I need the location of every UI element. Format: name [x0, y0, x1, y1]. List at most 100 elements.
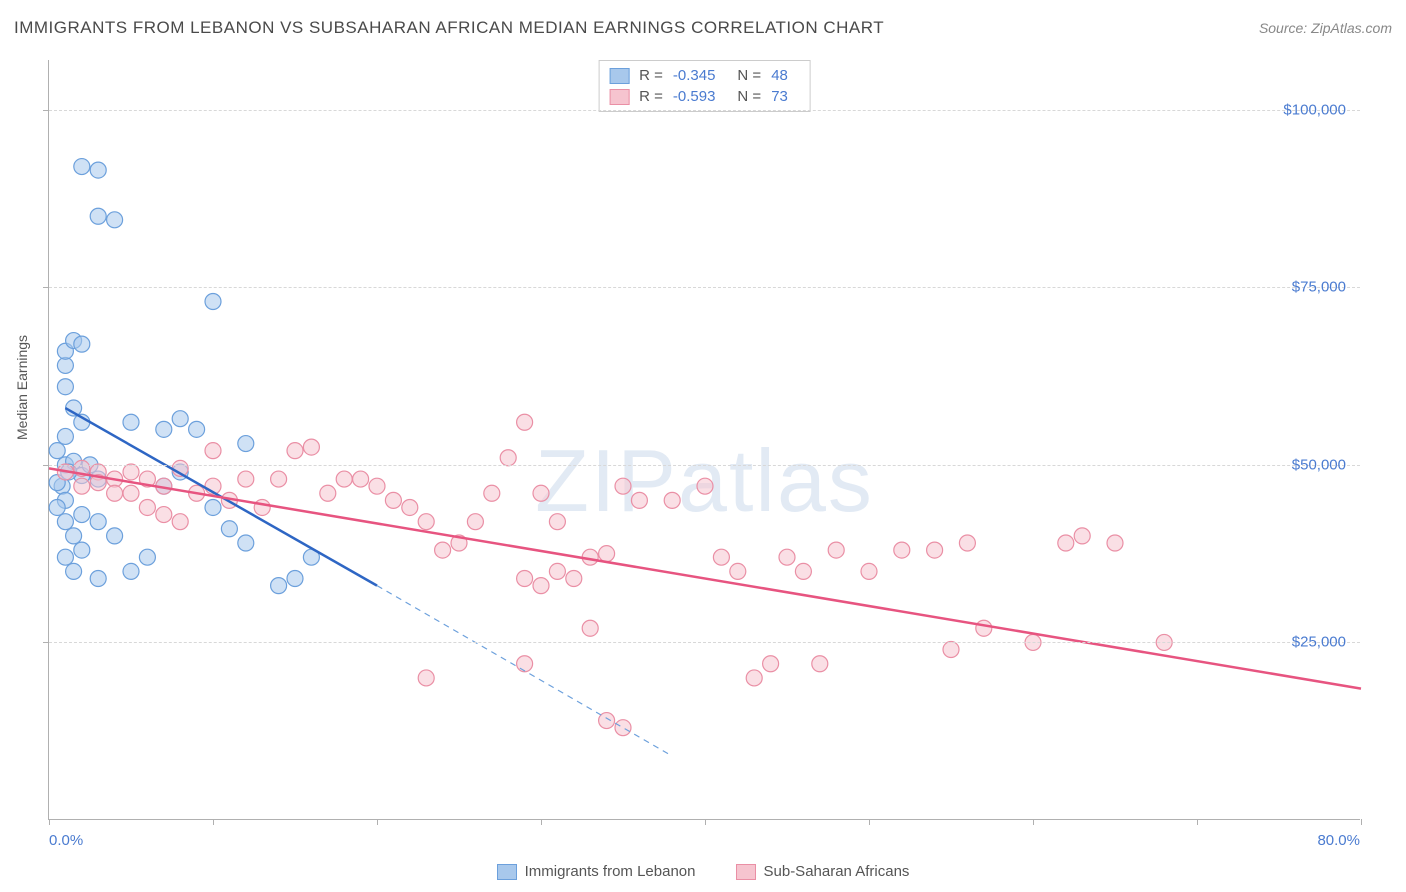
scatter-point-subsaharan	[303, 439, 319, 455]
trend-line-dashed-lebanon	[377, 586, 672, 756]
scatter-point-lebanon	[139, 549, 155, 565]
scatter-point-lebanon	[107, 212, 123, 228]
legend-item-subsaharan: Sub-Saharan Africans	[736, 863, 910, 880]
scatter-point-lebanon	[49, 499, 65, 515]
scatter-point-lebanon	[123, 563, 139, 579]
scatter-point-subsaharan	[927, 542, 943, 558]
scatter-point-lebanon	[57, 549, 73, 565]
stats-row-lebanon: R = -0.345 N = 48	[609, 65, 800, 86]
scatter-point-lebanon	[57, 379, 73, 395]
scatter-point-subsaharan	[615, 478, 631, 494]
scatter-point-lebanon	[66, 528, 82, 544]
y-tick-label: $50,000	[1292, 456, 1346, 473]
scatter-point-lebanon	[90, 208, 106, 224]
scatter-point-subsaharan	[976, 620, 992, 636]
scatter-point-lebanon	[287, 571, 303, 587]
scatter-point-subsaharan	[435, 542, 451, 558]
legend-label-subsaharan: Sub-Saharan Africans	[764, 863, 910, 880]
scatter-point-subsaharan	[533, 578, 549, 594]
scatter-point-subsaharan	[238, 471, 254, 487]
scatter-point-subsaharan	[566, 571, 582, 587]
scatter-point-subsaharan	[369, 478, 385, 494]
scatter-point-subsaharan	[123, 485, 139, 501]
scatter-point-lebanon	[57, 514, 73, 530]
scatter-point-subsaharan	[467, 514, 483, 530]
scatter-point-subsaharan	[861, 563, 877, 579]
x-axis-max-label: 80.0%	[1317, 832, 1360, 849]
scatter-point-subsaharan	[107, 485, 123, 501]
y-tick-label: $75,000	[1292, 279, 1346, 296]
scatter-point-lebanon	[57, 357, 73, 373]
scatter-point-subsaharan	[254, 499, 270, 515]
scatter-point-subsaharan	[172, 514, 188, 530]
scatter-point-subsaharan	[1107, 535, 1123, 551]
scatter-point-subsaharan	[418, 514, 434, 530]
swatch-subsaharan-bottom	[736, 864, 756, 880]
scatter-point-lebanon	[238, 535, 254, 551]
scatter-point-lebanon	[156, 421, 172, 437]
scatter-point-subsaharan	[271, 471, 287, 487]
chart-title: IMMIGRANTS FROM LEBANON VS SUBSAHARAN AF…	[14, 18, 884, 38]
scatter-point-lebanon	[221, 521, 237, 537]
scatter-point-subsaharan	[156, 507, 172, 523]
scatter-point-subsaharan	[943, 642, 959, 658]
scatter-point-subsaharan	[549, 514, 565, 530]
scatter-point-lebanon	[74, 542, 90, 558]
scatter-point-lebanon	[271, 578, 287, 594]
y-axis-label: Median Earnings	[14, 335, 30, 440]
swatch-lebanon	[609, 68, 629, 84]
scatter-point-subsaharan	[812, 656, 828, 672]
scatter-point-subsaharan	[336, 471, 352, 487]
scatter-point-subsaharan	[582, 620, 598, 636]
legend-label-lebanon: Immigrants from Lebanon	[525, 863, 696, 880]
scatter-point-lebanon	[205, 293, 221, 309]
stats-row-subsaharan: R = -0.593 N = 73	[609, 86, 800, 107]
y-tick-label: $100,000	[1283, 101, 1346, 118]
scatter-point-subsaharan	[205, 443, 221, 459]
scatter-point-subsaharan	[713, 549, 729, 565]
scatter-point-lebanon	[107, 528, 123, 544]
scatter-point-subsaharan	[795, 563, 811, 579]
source-label: Source: ZipAtlas.com	[1259, 20, 1392, 36]
scatter-point-lebanon	[123, 414, 139, 430]
scatter-point-subsaharan	[320, 485, 336, 501]
chart-header: IMMIGRANTS FROM LEBANON VS SUBSAHARAN AF…	[14, 18, 1392, 38]
scatter-point-subsaharan	[484, 485, 500, 501]
scatter-point-subsaharan	[763, 656, 779, 672]
scatter-point-lebanon	[189, 421, 205, 437]
scatter-point-subsaharan	[828, 542, 844, 558]
scatter-point-subsaharan	[385, 492, 401, 508]
scatter-point-subsaharan	[517, 656, 533, 672]
trend-line-subsaharan	[49, 468, 1361, 688]
scatter-point-subsaharan	[894, 542, 910, 558]
scatter-point-subsaharan	[500, 450, 516, 466]
scatter-point-lebanon	[74, 159, 90, 175]
scatter-point-lebanon	[90, 514, 106, 530]
scatter-point-lebanon	[90, 162, 106, 178]
scatter-point-lebanon	[205, 499, 221, 515]
scatter-point-subsaharan	[599, 546, 615, 562]
scatter-point-subsaharan	[549, 563, 565, 579]
scatter-point-subsaharan	[746, 670, 762, 686]
scatter-point-lebanon	[74, 507, 90, 523]
scatter-point-subsaharan	[139, 499, 155, 515]
scatter-point-lebanon	[238, 436, 254, 452]
scatter-point-lebanon	[74, 336, 90, 352]
scatter-point-subsaharan	[779, 549, 795, 565]
scatter-point-subsaharan	[517, 571, 533, 587]
scatter-point-subsaharan	[533, 485, 549, 501]
x-axis-min-label: 0.0%	[49, 832, 83, 849]
y-tick-label: $25,000	[1292, 634, 1346, 651]
scatter-point-lebanon	[90, 571, 106, 587]
bottom-legend: Immigrants from Lebanon Sub-Saharan Afri…	[0, 863, 1406, 880]
scatter-point-subsaharan	[402, 499, 418, 515]
scatter-point-subsaharan	[697, 478, 713, 494]
scatter-point-subsaharan	[615, 720, 631, 736]
scatter-point-subsaharan	[631, 492, 647, 508]
scatter-point-subsaharan	[959, 535, 975, 551]
scatter-point-subsaharan	[418, 670, 434, 686]
scatter-point-subsaharan	[1074, 528, 1090, 544]
scatter-point-subsaharan	[517, 414, 533, 430]
scatter-point-subsaharan	[74, 478, 90, 494]
scatter-point-lebanon	[49, 443, 65, 459]
